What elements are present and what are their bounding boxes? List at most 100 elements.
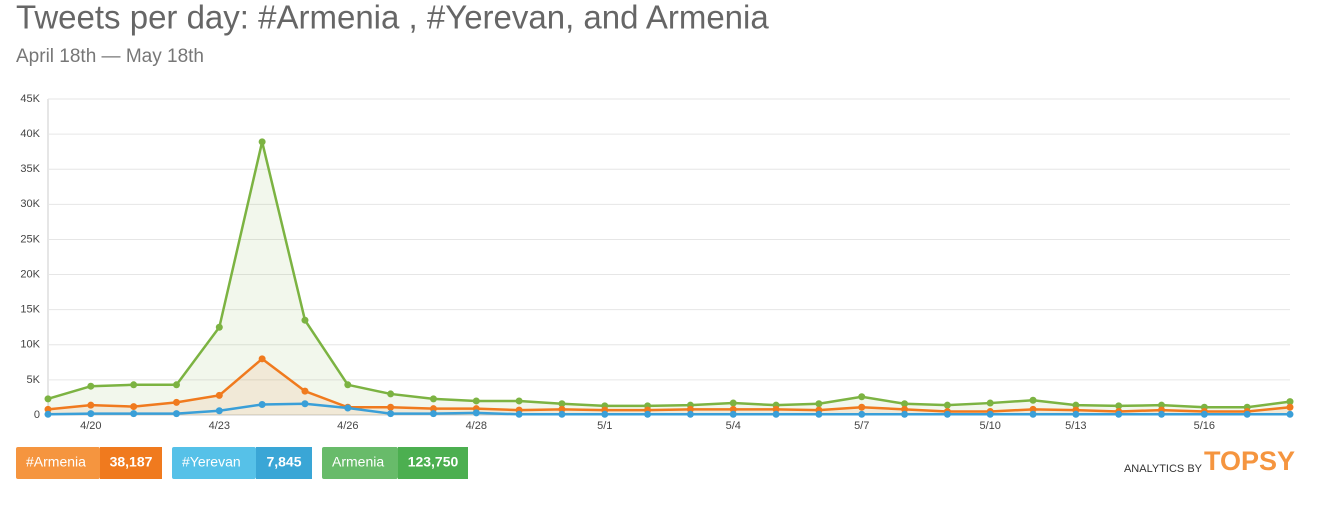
data-point (686, 405, 694, 413)
data-point (387, 410, 395, 418)
data-point (515, 410, 523, 418)
branding-prefix: ANALYTICS BY (1124, 463, 1203, 475)
legend-name: #Yerevan (182, 454, 241, 470)
data-point (258, 138, 266, 146)
y-tick-label: 40K (20, 128, 40, 140)
data-point (1286, 410, 1294, 418)
data-point (387, 403, 395, 411)
data-point (772, 405, 780, 413)
data-point (943, 410, 951, 418)
chart-subtitle: April 18th — May 18th (16, 46, 204, 67)
data-point (429, 395, 437, 403)
legend-name-box (16, 447, 100, 479)
data-point (1029, 405, 1037, 413)
x-tick-label: 5/7 (854, 420, 869, 432)
y-tick-label: 25K (20, 233, 40, 245)
x-tick-label: 5/13 (1065, 420, 1086, 432)
data-point (1286, 398, 1294, 406)
series-line (47, 402, 1290, 416)
data-point (215, 391, 223, 399)
data-point (1029, 396, 1037, 404)
data-point (1158, 401, 1166, 409)
x-tick-label: 5/4 (726, 420, 741, 432)
data-point (1115, 410, 1123, 418)
data-point (472, 397, 480, 405)
data-point (815, 400, 823, 408)
x-tick-label: 5/10 (979, 420, 1000, 432)
data-point (472, 409, 480, 417)
data-point (729, 410, 737, 418)
y-tick-label: 30K (20, 198, 40, 210)
data-point (1115, 402, 1123, 410)
data-point (87, 382, 95, 390)
data-point (858, 393, 866, 401)
data-point (986, 410, 994, 418)
data-point (815, 410, 823, 418)
legend-name: Armenia (332, 454, 384, 470)
y-tick-label: 15K (20, 304, 40, 316)
data-point (558, 400, 566, 408)
data-point (172, 381, 180, 389)
data-point (44, 410, 52, 418)
data-point (686, 410, 694, 418)
data-point (258, 400, 266, 408)
series-line (47, 357, 1291, 413)
y-tick-label: 10K (20, 339, 40, 351)
data-point (258, 355, 266, 363)
data-point (858, 410, 866, 418)
x-tick-label: 4/23 (209, 420, 230, 432)
data-point (1029, 410, 1037, 418)
data-point (901, 405, 909, 413)
y-tick-label: 45K (20, 93, 40, 105)
data-point (901, 400, 909, 408)
data-point (130, 381, 138, 389)
data-point (1286, 403, 1294, 411)
data-point (215, 323, 223, 331)
data-point (772, 410, 780, 418)
data-point (130, 403, 138, 411)
legend-total: 38,187 (110, 454, 153, 470)
branding-brand: TOPSY (1204, 446, 1295, 476)
data-point (172, 398, 180, 406)
legend-total: 123,750 (408, 454, 459, 470)
data-point (130, 410, 138, 418)
legend-name-box (322, 447, 398, 479)
data-point (1243, 410, 1251, 418)
y-tick-label: 5K (27, 374, 41, 386)
data-point (1200, 410, 1208, 418)
data-point (1158, 410, 1166, 418)
data-point (515, 397, 523, 405)
y-tick-label: 20K (20, 268, 40, 280)
data-point (344, 381, 352, 389)
data-point (943, 401, 951, 409)
data-point (901, 410, 909, 418)
x-tick-label: 4/26 (337, 420, 358, 432)
data-point (87, 401, 95, 409)
data-point (301, 400, 309, 408)
data-point (87, 410, 95, 418)
legend-total: 7,845 (266, 454, 301, 470)
y-tick-label: 0 (34, 409, 40, 421)
chart-title: Tweets per day: #Armenia , #Yerevan, and… (16, 0, 769, 36)
data-point (44, 395, 52, 403)
legend-total-box (398, 447, 468, 479)
data-point (558, 410, 566, 418)
series-line (47, 141, 1291, 409)
data-point (387, 390, 395, 398)
data-point (558, 405, 566, 413)
data-point (1072, 410, 1080, 418)
legend-total-box (256, 447, 312, 479)
data-point (344, 404, 352, 412)
data-point (215, 407, 223, 415)
x-tick-label: 4/20 (80, 420, 101, 432)
y-tick-label: 35K (20, 163, 40, 175)
x-tick-label: 5/1 (597, 420, 612, 432)
data-point (172, 410, 180, 418)
series-area (48, 358, 1290, 415)
data-point (644, 410, 652, 418)
data-point (429, 410, 437, 418)
legend-name: #Armenia (26, 454, 86, 470)
legend-name-box (172, 447, 256, 479)
data-point (44, 405, 52, 413)
